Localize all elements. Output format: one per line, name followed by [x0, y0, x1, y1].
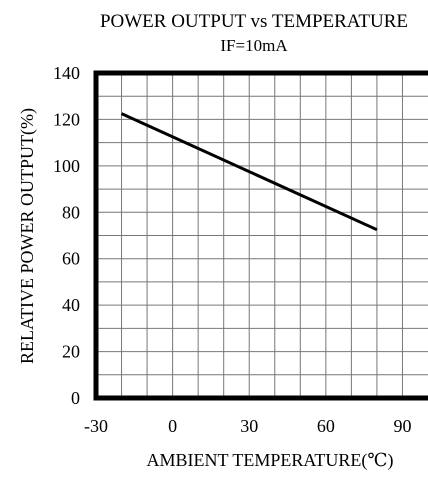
grid	[96, 73, 428, 398]
y-tick-label: 120	[53, 109, 80, 129]
y-tick-label: 60	[62, 249, 80, 269]
plot-area	[120, 112, 378, 232]
y-tick-label: 40	[62, 295, 80, 315]
x-tick-label: 30	[240, 416, 258, 436]
x-tick-label: -30	[84, 416, 108, 436]
x-tick-label: 0	[168, 416, 177, 436]
chart-title: POWER OUTPUT vs TEMPERATURE	[100, 11, 408, 32]
x-tick-label: 90	[393, 416, 411, 436]
y-tick-label: 100	[53, 156, 80, 176]
x-tick-label: 60	[317, 416, 335, 436]
y-tick-label: 80	[62, 202, 80, 222]
y-tick-label: 0	[71, 388, 80, 408]
y-axis-label: RELATIVE POWER OUTPUT(%)	[17, 108, 38, 364]
series-line	[120, 112, 378, 232]
plot-frame	[93, 70, 428, 401]
y-tick-label: 20	[62, 342, 80, 362]
chart-subtitle: IF=10mA	[220, 36, 288, 55]
y-tick-label: 140	[53, 63, 80, 83]
x-axis-label: AMBIENT TEMPERATURE(℃)	[147, 450, 394, 471]
